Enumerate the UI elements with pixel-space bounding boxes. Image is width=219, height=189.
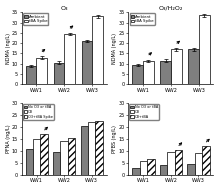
Legend: Ambient, tBA Spike: Ambient, tBA Spike [130,13,155,25]
Bar [167,152,175,175]
Bar [64,34,75,84]
Bar [68,138,75,175]
Bar [171,49,182,84]
Bar [132,65,143,84]
Bar [88,122,95,175]
Title: O₃: O₃ [60,5,68,11]
Bar [160,61,171,84]
Bar [26,149,33,175]
Bar [199,15,210,84]
Bar [143,61,154,84]
Title: O₃/H₂O₂: O₃/H₂O₂ [159,5,183,11]
Legend: Ambient, tBA Spike: Ambient, tBA Spike [23,13,48,25]
Bar [60,141,68,175]
Bar [40,134,48,175]
Y-axis label: NDMA (ng/L): NDMA (ng/L) [5,33,11,64]
Bar [195,153,202,175]
Bar [81,41,92,84]
Bar [54,63,64,84]
Bar [202,146,210,175]
Bar [147,159,155,175]
Bar [132,168,140,175]
Bar [187,164,195,175]
Bar [81,126,88,175]
Y-axis label: PFBS (ng/L): PFBS (ng/L) [112,125,117,153]
Bar [140,161,147,175]
Legend: No O3 or tBA, O3, O3+tBA Spike: No O3 or tBA, O3, O3+tBA Spike [23,104,54,120]
Bar [175,150,182,175]
Bar [26,66,36,84]
Legend: No O3 or tBA, O3, O3+tBA: No O3 or tBA, O3, O3+tBA [129,104,159,120]
Bar [53,152,60,175]
Bar [36,57,47,84]
Bar [188,49,199,84]
Y-axis label: NDMA (ng/L): NDMA (ng/L) [112,33,117,64]
Bar [33,139,40,175]
Bar [160,165,167,175]
Y-axis label: PFNA (ng/L): PFNA (ng/L) [5,125,11,153]
Bar [92,16,103,84]
Bar [95,121,103,175]
